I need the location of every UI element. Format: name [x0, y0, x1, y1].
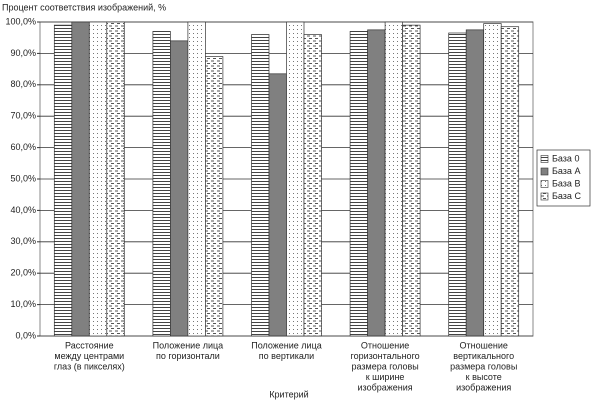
- x-tick-label: Положение лица: [153, 340, 224, 350]
- bar: [170, 40, 189, 337]
- bar: [106, 21, 125, 337]
- bar: [205, 56, 224, 337]
- legend-swatch: [540, 167, 549, 176]
- bar: [465, 29, 485, 337]
- bar: [187, 21, 206, 337]
- x-tick-label: Отношение: [361, 340, 409, 350]
- y-tick-label: 90,0%: [10, 48, 36, 58]
- x-tick-label: к ширине: [366, 372, 405, 382]
- y-tick-label: 100,0%: [5, 16, 36, 26]
- y-tick-label: 50,0%: [10, 173, 36, 183]
- bar: [448, 32, 467, 337]
- y-tick-label: 70,0%: [10, 111, 36, 121]
- x-tick-label: Расстояние: [65, 340, 114, 350]
- bar: [152, 31, 171, 337]
- bar: [251, 34, 270, 337]
- y-tick-label: 60,0%: [10, 142, 36, 152]
- x-tick-label: размера головы: [351, 361, 418, 371]
- legend-label: База A: [552, 166, 580, 176]
- x-tick-label: между центрами: [54, 351, 124, 361]
- legend-label: База C: [552, 191, 581, 201]
- bar: [53, 24, 73, 337]
- bar: [88, 21, 108, 337]
- legend-swatch: [540, 180, 549, 188]
- x-tick-label: горизонтального: [351, 351, 420, 361]
- x-tick-label: Отношение: [460, 340, 508, 350]
- x-tick-label: Положение лица: [251, 340, 322, 350]
- x-tick-label: по горизонтали: [156, 351, 220, 361]
- x-tick-label: по вертикали: [259, 351, 314, 361]
- legend-swatch: [540, 155, 549, 163]
- y-tick-label: 10,0%: [10, 299, 36, 309]
- x-tick-label: вертикального: [453, 351, 514, 361]
- x-tick-label: размера головы: [450, 361, 517, 371]
- legend-swatch: [540, 192, 549, 201]
- x-axis-title: Критерий: [269, 389, 308, 399]
- bar: [402, 24, 421, 337]
- x-tick-label: изображения: [456, 382, 511, 392]
- bar: [286, 21, 305, 337]
- y-tick-label: 0,0%: [15, 330, 36, 340]
- bar: [349, 31, 368, 337]
- legend-label: База 0: [552, 153, 579, 163]
- y-axis-title: Процент соответствия изображений, %: [2, 2, 166, 12]
- x-tick-label: к высоте: [466, 372, 502, 382]
- bar: [268, 73, 287, 337]
- y-tick-label: 40,0%: [10, 205, 36, 215]
- bar: [71, 21, 90, 337]
- x-tick-label: изображения: [358, 382, 413, 392]
- bar: [303, 34, 322, 337]
- bar: [483, 23, 502, 337]
- x-tick-label: глаз (в пикселях): [54, 361, 125, 371]
- y-tick-label: 30,0%: [10, 236, 36, 246]
- y-tick-label: 20,0%: [10, 268, 36, 278]
- bar: [367, 29, 386, 337]
- legend-label: База B: [552, 178, 580, 188]
- y-tick-label: 80,0%: [10, 79, 36, 89]
- bar: [500, 26, 520, 337]
- bar: [384, 21, 403, 337]
